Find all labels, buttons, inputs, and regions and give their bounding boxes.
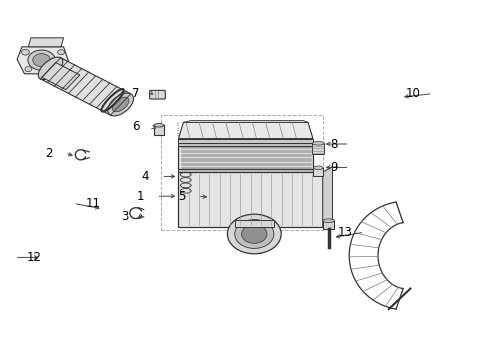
FancyBboxPatch shape bbox=[149, 90, 165, 99]
Circle shape bbox=[234, 220, 273, 248]
Text: 3: 3 bbox=[121, 210, 128, 222]
Text: 8: 8 bbox=[329, 138, 337, 150]
Bar bbox=[178, 146, 312, 169]
Polygon shape bbox=[178, 139, 312, 146]
Ellipse shape bbox=[38, 57, 62, 80]
Circle shape bbox=[33, 54, 50, 67]
Text: 9: 9 bbox=[329, 161, 337, 174]
Polygon shape bbox=[41, 58, 130, 115]
Ellipse shape bbox=[154, 123, 163, 127]
Circle shape bbox=[25, 67, 32, 72]
Polygon shape bbox=[183, 121, 307, 122]
Polygon shape bbox=[41, 63, 80, 90]
Text: 5: 5 bbox=[178, 190, 185, 203]
Ellipse shape bbox=[312, 141, 324, 145]
Bar bbox=[313, 168, 323, 176]
Bar bbox=[178, 143, 312, 146]
Polygon shape bbox=[234, 220, 273, 227]
Circle shape bbox=[58, 50, 64, 55]
Text: 13: 13 bbox=[337, 226, 351, 239]
Bar bbox=[161, 115, 322, 230]
Circle shape bbox=[227, 214, 281, 254]
Text: 2: 2 bbox=[45, 147, 53, 159]
Circle shape bbox=[21, 49, 29, 55]
Text: 1: 1 bbox=[137, 190, 144, 203]
Bar bbox=[178, 169, 312, 172]
Text: 7: 7 bbox=[132, 87, 139, 100]
Ellipse shape bbox=[107, 93, 133, 116]
Ellipse shape bbox=[322, 219, 334, 222]
Circle shape bbox=[28, 50, 55, 70]
Polygon shape bbox=[17, 47, 68, 74]
Text: 4: 4 bbox=[142, 170, 149, 183]
Ellipse shape bbox=[112, 97, 129, 112]
Ellipse shape bbox=[313, 166, 323, 170]
Circle shape bbox=[241, 225, 266, 243]
Bar bbox=[322, 221, 334, 229]
Polygon shape bbox=[28, 38, 63, 47]
Text: 12: 12 bbox=[27, 251, 42, 264]
Polygon shape bbox=[322, 167, 332, 227]
Text: 6: 6 bbox=[132, 120, 139, 133]
Text: 10: 10 bbox=[405, 87, 420, 100]
Text: 11: 11 bbox=[85, 197, 101, 210]
Bar bbox=[178, 172, 322, 227]
Bar bbox=[154, 125, 163, 135]
Bar bbox=[312, 143, 324, 154]
Polygon shape bbox=[178, 122, 312, 139]
